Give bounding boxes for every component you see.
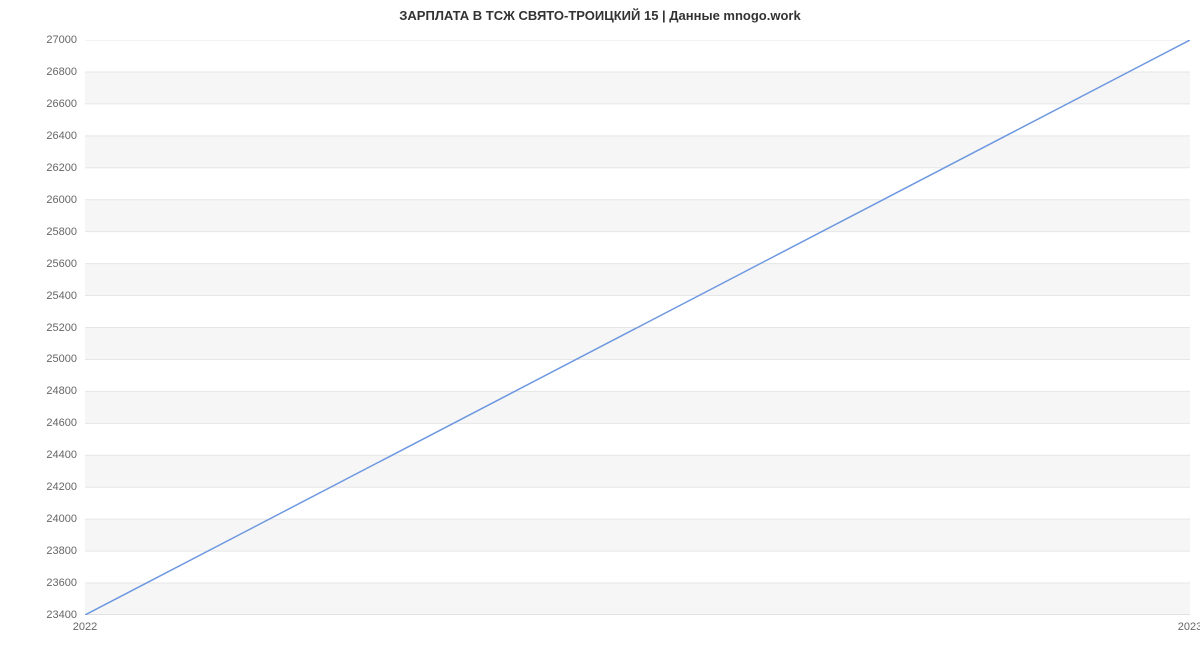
y-tick-label: 25800: [46, 226, 77, 238]
y-tick-label: 23600: [46, 577, 77, 589]
y-tick-label: 26000: [46, 194, 77, 206]
y-tick-label: 24000: [46, 513, 77, 525]
y-tick-label: 25400: [46, 290, 77, 302]
y-tick-label: 25200: [46, 322, 77, 334]
y-tick-label: 23400: [46, 609, 77, 621]
y-tick-label: 24400: [46, 449, 77, 461]
y-axis-labels: 2340023600238002400024200244002460024800…: [0, 40, 77, 615]
y-tick-label: 24600: [46, 417, 77, 429]
y-tick-label: 24200: [46, 481, 77, 493]
y-tick-label: 24800: [46, 385, 77, 397]
y-tick-label: 25600: [46, 258, 77, 270]
line-chart: ЗАРПЛАТА В ТСЖ СВЯТО-ТРОИЦКИЙ 15 | Данны…: [0, 0, 1200, 650]
chart-svg: [85, 40, 1190, 615]
y-tick-label: 26200: [46, 162, 77, 174]
y-tick-label: 23800: [46, 545, 77, 557]
y-tick-label: 27000: [46, 34, 77, 46]
x-tick-label: 2022: [73, 621, 97, 633]
y-tick-label: 26600: [46, 98, 77, 110]
x-tick-label: 2023: [1178, 621, 1200, 633]
y-tick-label: 25000: [46, 353, 77, 365]
plot-area: [85, 40, 1190, 615]
y-tick-label: 26800: [46, 66, 77, 78]
y-tick-label: 26400: [46, 130, 77, 142]
x-axis-labels: 20222023: [85, 621, 1190, 641]
chart-title: ЗАРПЛАТА В ТСЖ СВЯТО-ТРОИЦКИЙ 15 | Данны…: [0, 8, 1200, 23]
